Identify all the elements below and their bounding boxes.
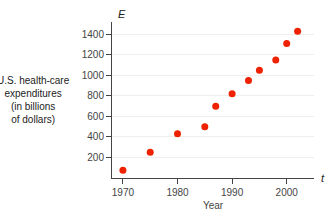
svg-text:E: E <box>118 8 126 20</box>
svg-text:1400: 1400 <box>82 29 105 40</box>
svg-text:800: 800 <box>87 90 104 101</box>
svg-text:400: 400 <box>87 131 104 142</box>
svg-text:600: 600 <box>87 111 104 122</box>
svg-text:t: t <box>321 172 325 184</box>
svg-text:1980: 1980 <box>166 187 189 198</box>
svg-text:1200: 1200 <box>82 49 105 60</box>
svg-text:200: 200 <box>87 152 104 163</box>
svg-text:U.S. health-careexpenditures(i: U.S. health-careexpenditures(in billions… <box>0 75 70 125</box>
svg-text:2000: 2000 <box>276 187 299 198</box>
svg-text:1990: 1990 <box>221 187 244 198</box>
svg-text:1970: 1970 <box>112 187 135 198</box>
svg-text:1000: 1000 <box>82 70 105 81</box>
svg-text:Year: Year <box>203 200 224 211</box>
